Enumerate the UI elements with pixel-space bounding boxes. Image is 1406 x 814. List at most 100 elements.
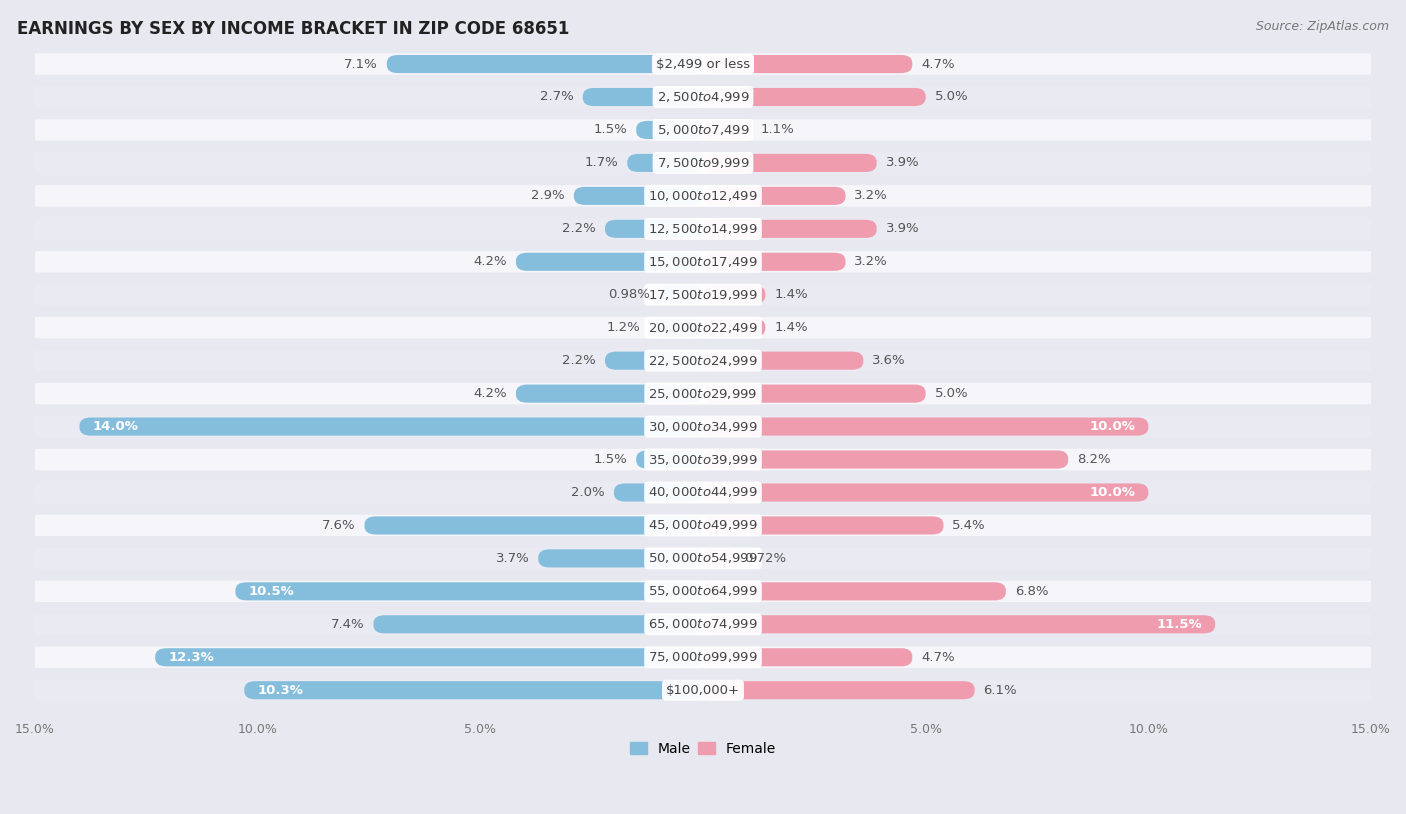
FancyBboxPatch shape [21, 680, 1385, 701]
Text: $7,500 to $9,999: $7,500 to $9,999 [657, 156, 749, 170]
Text: 2.0%: 2.0% [571, 486, 605, 499]
FancyBboxPatch shape [636, 121, 703, 139]
FancyBboxPatch shape [21, 218, 1385, 239]
Text: $5,000 to $7,499: $5,000 to $7,499 [657, 123, 749, 137]
FancyBboxPatch shape [21, 185, 1385, 207]
FancyBboxPatch shape [582, 88, 703, 106]
FancyBboxPatch shape [21, 383, 1385, 405]
FancyBboxPatch shape [703, 55, 912, 73]
FancyBboxPatch shape [21, 54, 1385, 75]
FancyBboxPatch shape [21, 514, 1385, 536]
FancyBboxPatch shape [605, 352, 703, 370]
FancyBboxPatch shape [364, 516, 703, 535]
FancyBboxPatch shape [21, 416, 1385, 437]
Text: 2.7%: 2.7% [540, 90, 574, 103]
Text: 10.0%: 10.0% [1090, 486, 1135, 499]
Text: 1.7%: 1.7% [585, 156, 619, 169]
Text: 1.4%: 1.4% [775, 322, 808, 335]
Text: $17,500 to $19,999: $17,500 to $19,999 [648, 287, 758, 302]
FancyBboxPatch shape [703, 318, 765, 337]
Text: 5.0%: 5.0% [935, 90, 969, 103]
Text: 6.1%: 6.1% [984, 684, 1017, 697]
FancyBboxPatch shape [516, 384, 703, 403]
FancyBboxPatch shape [21, 350, 1385, 371]
FancyBboxPatch shape [21, 152, 1385, 173]
Text: $22,500 to $24,999: $22,500 to $24,999 [648, 353, 758, 368]
Text: $100,000+: $100,000+ [666, 684, 740, 697]
FancyBboxPatch shape [703, 186, 845, 205]
FancyBboxPatch shape [703, 681, 974, 699]
Text: 3.9%: 3.9% [886, 222, 920, 235]
Text: $45,000 to $49,999: $45,000 to $49,999 [648, 519, 758, 532]
FancyBboxPatch shape [21, 317, 1385, 339]
FancyBboxPatch shape [703, 252, 845, 271]
FancyBboxPatch shape [21, 449, 1385, 470]
Text: $75,000 to $99,999: $75,000 to $99,999 [648, 650, 758, 664]
Text: 3.7%: 3.7% [495, 552, 529, 565]
FancyBboxPatch shape [703, 220, 877, 238]
FancyBboxPatch shape [703, 615, 1215, 633]
Text: 3.9%: 3.9% [886, 156, 920, 169]
FancyBboxPatch shape [703, 484, 1149, 501]
Text: $20,000 to $22,499: $20,000 to $22,499 [648, 321, 758, 335]
Text: 10.3%: 10.3% [257, 684, 304, 697]
Text: 11.5%: 11.5% [1156, 618, 1202, 631]
FancyBboxPatch shape [387, 55, 703, 73]
Text: $35,000 to $39,999: $35,000 to $39,999 [648, 453, 758, 466]
FancyBboxPatch shape [574, 186, 703, 205]
Text: 5.4%: 5.4% [952, 519, 986, 532]
FancyBboxPatch shape [538, 549, 703, 567]
FancyBboxPatch shape [21, 119, 1385, 141]
FancyBboxPatch shape [21, 482, 1385, 503]
Text: $25,000 to $29,999: $25,000 to $29,999 [648, 387, 758, 400]
FancyBboxPatch shape [21, 580, 1385, 602]
FancyBboxPatch shape [703, 384, 925, 403]
Text: 7.1%: 7.1% [344, 58, 378, 71]
FancyBboxPatch shape [21, 86, 1385, 107]
Text: 1.2%: 1.2% [607, 322, 641, 335]
FancyBboxPatch shape [627, 154, 703, 172]
FancyBboxPatch shape [703, 286, 765, 304]
Text: $15,000 to $17,499: $15,000 to $17,499 [648, 255, 758, 269]
Text: 7.4%: 7.4% [330, 618, 364, 631]
Text: 10.5%: 10.5% [249, 584, 294, 597]
Text: 3.2%: 3.2% [855, 190, 889, 203]
FancyBboxPatch shape [703, 648, 912, 667]
FancyBboxPatch shape [703, 418, 1149, 435]
FancyBboxPatch shape [614, 484, 703, 501]
Legend: Male, Female: Male, Female [624, 737, 782, 762]
FancyBboxPatch shape [516, 252, 703, 271]
FancyBboxPatch shape [703, 549, 735, 567]
FancyBboxPatch shape [605, 220, 703, 238]
FancyBboxPatch shape [80, 418, 703, 435]
FancyBboxPatch shape [245, 681, 703, 699]
Text: 1.1%: 1.1% [761, 124, 794, 137]
FancyBboxPatch shape [703, 582, 1005, 601]
Text: Source: ZipAtlas.com: Source: ZipAtlas.com [1256, 20, 1389, 33]
Text: $65,000 to $74,999: $65,000 to $74,999 [648, 617, 758, 632]
Text: 4.7%: 4.7% [921, 58, 955, 71]
FancyBboxPatch shape [374, 615, 703, 633]
Text: $12,500 to $14,999: $12,500 to $14,999 [648, 222, 758, 236]
Text: 1.4%: 1.4% [775, 288, 808, 301]
FancyBboxPatch shape [21, 284, 1385, 305]
Text: $2,499 or less: $2,499 or less [657, 58, 749, 71]
Text: 0.98%: 0.98% [609, 288, 651, 301]
Text: 8.2%: 8.2% [1077, 453, 1111, 466]
Text: 10.0%: 10.0% [1090, 420, 1135, 433]
Text: $50,000 to $54,999: $50,000 to $54,999 [648, 551, 758, 566]
Text: 5.0%: 5.0% [935, 387, 969, 400]
FancyBboxPatch shape [21, 646, 1385, 668]
FancyBboxPatch shape [235, 582, 703, 601]
Text: 1.5%: 1.5% [593, 453, 627, 466]
FancyBboxPatch shape [703, 121, 752, 139]
Text: 3.2%: 3.2% [855, 256, 889, 269]
FancyBboxPatch shape [636, 450, 703, 469]
FancyBboxPatch shape [659, 286, 703, 304]
Text: 4.2%: 4.2% [474, 387, 508, 400]
FancyBboxPatch shape [21, 614, 1385, 635]
Text: $40,000 to $44,999: $40,000 to $44,999 [648, 485, 758, 500]
FancyBboxPatch shape [21, 548, 1385, 569]
Text: 4.7%: 4.7% [921, 650, 955, 663]
Text: $2,500 to $4,999: $2,500 to $4,999 [657, 90, 749, 104]
